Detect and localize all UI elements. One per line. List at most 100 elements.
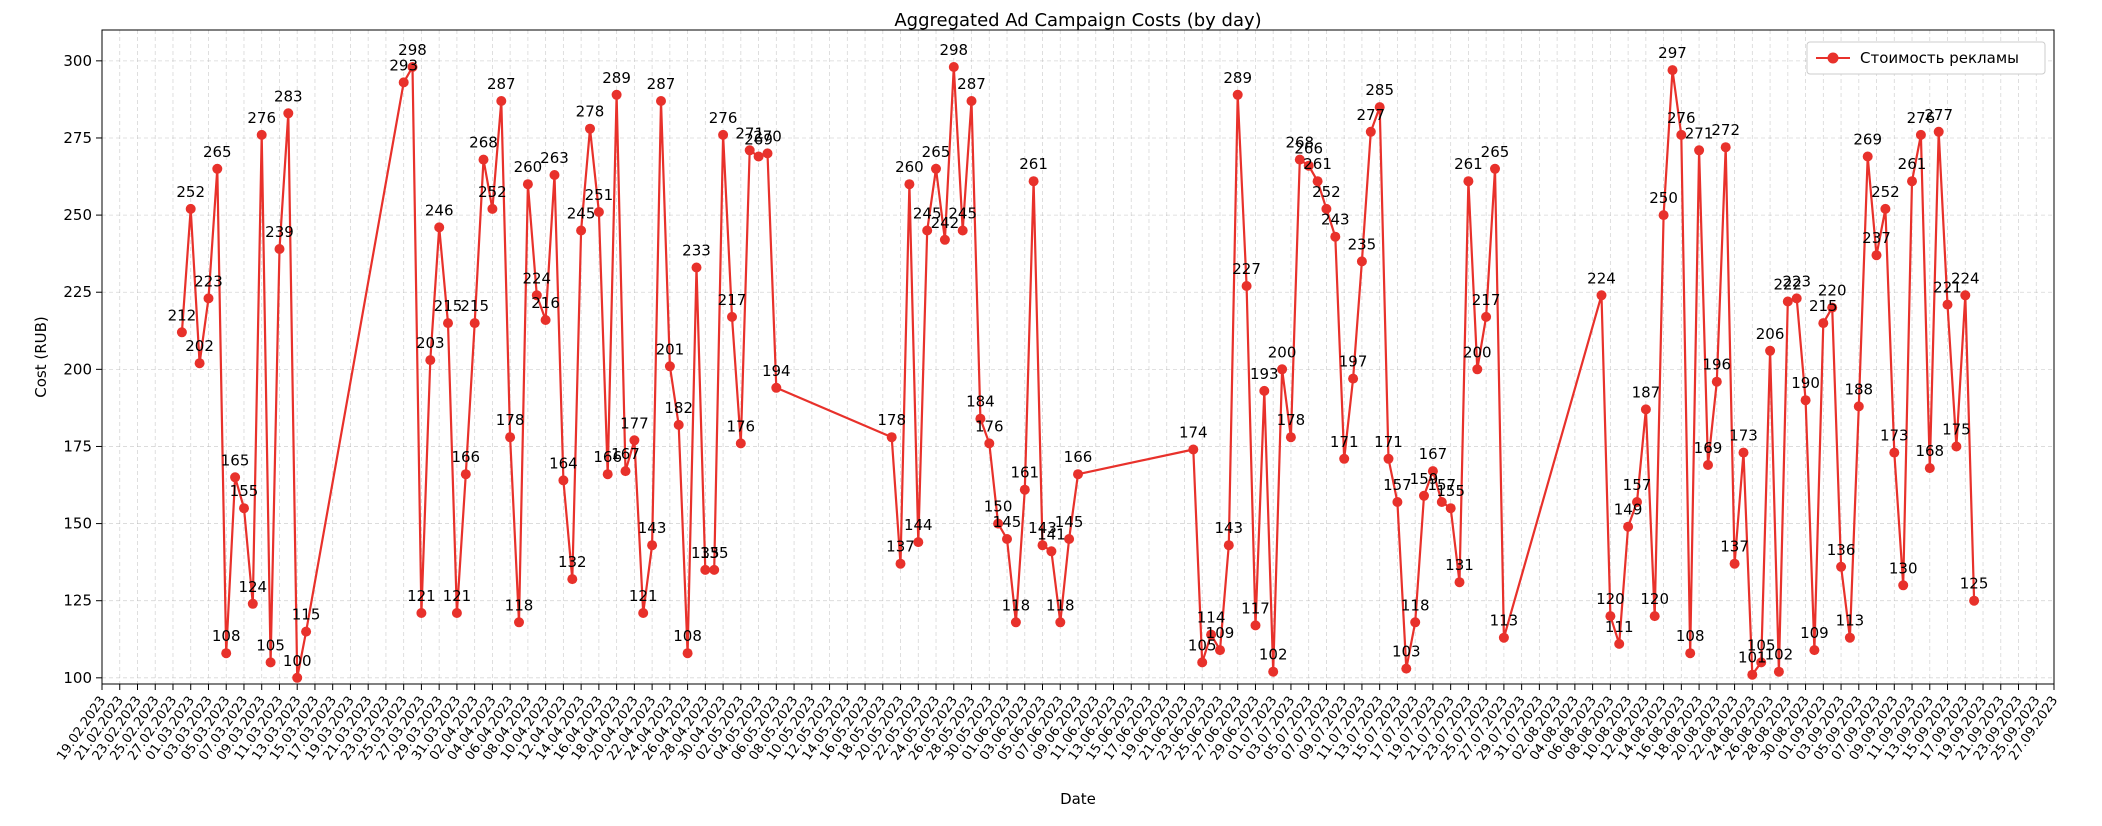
data-point [1339, 453, 1350, 464]
data-point [230, 472, 241, 483]
data-point [691, 262, 702, 273]
plot-frame [101, 29, 2055, 685]
data-point [1374, 102, 1385, 113]
data-label: 113 [1490, 612, 1519, 630]
data-point [1285, 432, 1296, 443]
data-label: 149 [1614, 501, 1643, 519]
data-label: 268 [1285, 134, 1314, 152]
data-point [1419, 490, 1429, 501]
data-point [656, 96, 666, 106]
data-label: 270 [753, 127, 782, 145]
data-label: 245 [913, 205, 942, 223]
data-point [895, 558, 906, 569]
data-label: 108 [673, 627, 702, 645]
data-label: 137 [1720, 538, 1749, 556]
data-point [1348, 373, 1359, 384]
data-label: 250 [1649, 189, 1678, 207]
data-point [1055, 617, 1066, 628]
data-point [1303, 160, 1314, 171]
data-point [682, 648, 693, 659]
data-point [221, 648, 232, 659]
data-label: 117 [1241, 599, 1270, 617]
data-point [1481, 311, 1492, 322]
data-label: 243 [1321, 211, 1350, 229]
data-point [638, 608, 649, 618]
data-label: 251 [585, 186, 614, 204]
data-label: 171 [1330, 433, 1359, 451]
data-label: 102 [1765, 646, 1794, 664]
data-label: 215 [434, 297, 463, 315]
data-label: 132 [558, 553, 587, 571]
x-axis-label: Date [1060, 790, 1096, 808]
data-label: 197 [1339, 353, 1368, 371]
data-label: 272 [1711, 121, 1740, 139]
data-label: 271 [735, 124, 764, 142]
data-point [1188, 444, 1199, 455]
data-label: 237 [1862, 229, 1891, 247]
data-label: 184 [966, 393, 995, 411]
data-point [673, 419, 684, 430]
data-label: 169 [1694, 439, 1723, 457]
data-label: 276 [1907, 109, 1936, 127]
data-point [620, 466, 631, 477]
data-point [256, 129, 267, 140]
data-label: 298 [398, 41, 427, 59]
data-label: 239 [265, 223, 294, 241]
data-label: 277 [1924, 106, 1953, 124]
data-label: 265 [1481, 143, 1510, 161]
data-label: 135 [700, 544, 729, 562]
data-label: 287 [487, 75, 516, 93]
data-point [1640, 404, 1651, 415]
data-point [1969, 595, 1980, 606]
data-point [966, 96, 977, 106]
data-point [1649, 611, 1660, 622]
data-label: 265 [203, 143, 232, 161]
data-point [1818, 318, 1829, 329]
data-point [753, 151, 764, 162]
data-label: 111 [1605, 618, 1634, 636]
data-point [1410, 617, 1421, 628]
data-label: 164 [549, 454, 578, 472]
data-label: 206 [1756, 325, 1785, 343]
data-point [1463, 176, 1474, 187]
data-point [1747, 669, 1758, 680]
data-label: 157 [1427, 476, 1456, 494]
data-label: 260 [514, 158, 543, 176]
data-label: 260 [895, 158, 924, 176]
data-point [718, 129, 729, 140]
data-point [1445, 503, 1456, 514]
data-point [434, 222, 445, 233]
data-label: 113 [1836, 612, 1865, 630]
data-point [1002, 534, 1012, 544]
data-label: 285 [1365, 81, 1394, 99]
data-label: 227 [1232, 260, 1261, 278]
data-point [1010, 617, 1021, 628]
data-label: 190 [1791, 374, 1820, 392]
data-point [1907, 176, 1917, 187]
data-point [913, 537, 924, 548]
data-point [647, 540, 658, 551]
data-point [514, 617, 524, 628]
data-point [212, 163, 223, 174]
data-point [1703, 460, 1713, 470]
data-label: 266 [1294, 140, 1323, 158]
grid [101, 30, 2055, 684]
data-point [1596, 290, 1607, 301]
data-point [239, 503, 249, 514]
data-point [469, 318, 480, 329]
data-point [1472, 364, 1483, 375]
data-label: 194 [762, 362, 791, 380]
axes: 10012515017520022525027530019.02.202321.… [54, 29, 2061, 763]
data-point [1738, 447, 1749, 458]
data-label: 125 [1960, 575, 1989, 593]
data-point [443, 318, 453, 329]
data-label: 217 [1472, 291, 1501, 309]
data-point [1853, 401, 1864, 412]
data-point [203, 293, 214, 304]
data-point [283, 108, 294, 119]
data-label: 173 [1880, 427, 1909, 445]
data-point [549, 170, 560, 180]
data-label: 187 [1632, 383, 1661, 401]
data-label: 159 [1410, 470, 1439, 488]
y-tick-label: 300 [63, 52, 92, 70]
